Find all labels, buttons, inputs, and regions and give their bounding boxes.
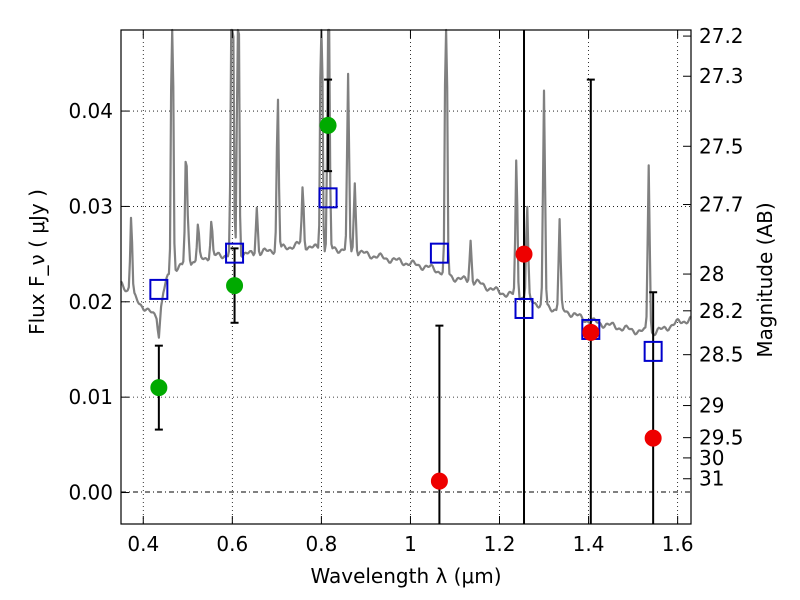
- x-tick-label: 0.6: [216, 532, 248, 556]
- magnitude-tick-label: 27.5: [699, 134, 744, 158]
- measured-flux-point: [430, 472, 448, 490]
- template-spectrum: [120, 28, 692, 339]
- model-photometry-square: [429, 242, 449, 264]
- x-axis-title: Wavelength λ (μm): [310, 564, 501, 588]
- magnitude-tick-label: 28.5: [699, 343, 744, 367]
- x-tick-label: 1.2: [484, 532, 516, 556]
- measured-flux-point: [226, 277, 244, 295]
- measured-flux-point: [319, 116, 337, 134]
- measured-flux-point: [150, 379, 168, 397]
- measured-flux-point: [644, 429, 662, 447]
- model-photometry-square: [225, 242, 245, 264]
- y-tick-label: 0.00: [68, 481, 113, 505]
- measured-flux-point: [515, 245, 533, 263]
- x-tick-label: 1: [404, 532, 417, 556]
- y-tick-label: 0.02: [68, 290, 113, 314]
- magnitude-tick-label: 27.3: [699, 64, 744, 88]
- magnitude-tick-label: 28: [699, 262, 724, 286]
- y-axis-title: Flux F_ν ( μJy ): [25, 189, 49, 335]
- y-tick-label: 0.03: [68, 194, 113, 218]
- magnitude-tick-label: 29.5: [699, 426, 744, 450]
- magnitude-axis-title: Magnitude (AB): [753, 202, 777, 357]
- y-tick-label: 0.04: [68, 99, 113, 123]
- magnitude-tick-label: 28.2: [699, 299, 744, 323]
- y-tick-label: 0.01: [68, 385, 113, 409]
- magnitude-tick-label: 27.7: [699, 193, 744, 217]
- x-tick-label: 1.6: [662, 532, 694, 556]
- model-photometry-square: [514, 297, 534, 319]
- model-photometry-square: [643, 340, 663, 362]
- model-photometry-square: [318, 187, 338, 209]
- measured-flux-point: [582, 323, 600, 341]
- grid: [121, 30, 691, 524]
- x-axis: 0.4 0.6 0.8 1 1.2 1.4 1.6: [127, 30, 694, 556]
- photometry-markers: [149, 30, 663, 524]
- magnitude-tick-label: 31: [699, 467, 724, 491]
- magnitude-tick-label: 30: [699, 446, 724, 470]
- x-tick-label: 0.4: [127, 532, 159, 556]
- model-photometry-square: [149, 278, 169, 300]
- y-axis: 0.00 0.01 0.02 0.03 0.04: [68, 99, 129, 505]
- plot-frame: [120, 29, 692, 525]
- x-tick-label: 1.4: [573, 532, 605, 556]
- magnitude-tick-label: 29: [699, 394, 724, 418]
- spectrum-line: [120, 28, 692, 339]
- x-tick-label: 0.8: [305, 532, 337, 556]
- magnitude-tick-label: 27.2: [699, 24, 744, 48]
